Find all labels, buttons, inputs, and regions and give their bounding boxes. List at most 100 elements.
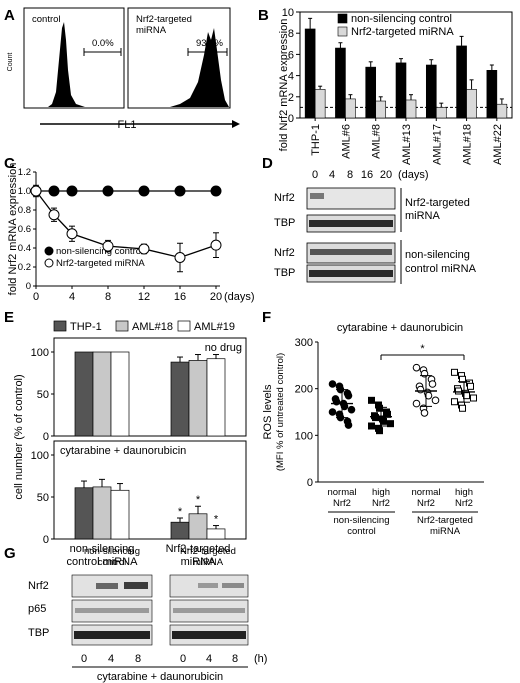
legend-label-e: AML#18: [132, 321, 173, 333]
x-tick-label-f: Nrf2: [333, 498, 351, 509]
blot-band-nrf2-day0: [310, 193, 324, 199]
bar-Nrf2-targeted miRNA: [345, 98, 356, 119]
subplot-label-e: cytarabine + daunorubicin: [60, 445, 186, 457]
blot-label-nrf2-1: Nrf2: [274, 192, 295, 204]
data-point-f: [368, 422, 375, 430]
data-point-f: [372, 414, 379, 422]
legend-swatch-b: [337, 26, 348, 37]
histogram-frame-miRNA: [127, 7, 231, 109]
g-group-control-1: non-silencing: [84, 546, 140, 557]
legend-swatch-e: [177, 320, 191, 332]
data-point-f: [412, 363, 421, 372]
legend-label-b: non-silencing control: [351, 13, 452, 25]
y-tick-label-e: 0: [43, 431, 49, 443]
day-label: 16: [361, 169, 373, 181]
panel-d: D 0 4 8 16 20 (days) Nrf2 TBP Nrf2 TBP Nrf2-…: [262, 155, 477, 284]
bar-AML#18: [92, 351, 112, 437]
g-row-tbp: TBP: [28, 627, 49, 639]
blot-band-tbp-1: [309, 220, 393, 227]
y-tick-label-e: 50: [37, 492, 49, 504]
miRNA-label-1: Nrf2-targeted: [136, 14, 192, 25]
group-label-f: Nrf2-targeted: [417, 515, 473, 526]
group-label-targeted-1: Nrf2-targeted: [405, 197, 470, 209]
data-point-f: [451, 368, 458, 376]
x-tick-label-f: high: [455, 487, 473, 498]
histogram-control: [28, 22, 123, 107]
g-row-p65: p65: [28, 603, 46, 615]
x-tick-label-b: AML#17: [431, 124, 443, 165]
y-axis-label-b: fold Nrf2 mRNA expression: [278, 19, 290, 152]
x-tick-label-b: AML#6: [340, 124, 352, 159]
day-label: 20: [380, 169, 392, 181]
control-label: control: [32, 14, 61, 25]
y-tick-label-b: 0: [288, 113, 294, 125]
y-tick-label-c: 1.0: [18, 186, 31, 197]
bar-non-silencing control: [365, 66, 377, 119]
data-point-c: [66, 185, 78, 197]
y-tick-label-b: 10: [282, 7, 294, 19]
data-point-c: [210, 239, 222, 251]
x-tick-label-b: AML#13: [401, 124, 413, 165]
data-point-f: [424, 391, 433, 400]
blot-label-tbp-1: TBP: [274, 217, 295, 229]
y-tick-label-e: 50: [37, 389, 49, 401]
panel-letter-b: B: [258, 7, 269, 24]
y-tick-label-e: 0: [43, 534, 49, 546]
subplot-frame-e: [53, 440, 247, 540]
bar-non-silencing control: [335, 47, 346, 119]
bar-THP-1: [74, 351, 94, 437]
g-time-label: 8: [135, 653, 141, 665]
g-group-control-2: control: [98, 557, 127, 568]
bar-AML#18: [188, 513, 208, 540]
legend-swatch-e: [53, 320, 67, 332]
y-tick-label-c: 0.2: [18, 262, 31, 273]
g-treatment-label: cytarabine + daunorubicin: [97, 671, 223, 683]
x-tick-label-f: Nrf2: [417, 498, 435, 509]
data-point-f: [470, 394, 477, 402]
group-label-e: control miRNA: [67, 556, 139, 568]
y-tick-label-f: 300: [295, 337, 313, 349]
day-labels: 0 4 8 16 20: [312, 169, 392, 181]
group-label-f: non-silencing: [334, 515, 390, 526]
panel-f: F cytarabine + daunorubicin 0 100 200 300 ROS…: [262, 309, 484, 537]
x-tick-label-f: normal: [327, 487, 356, 498]
data-point-c: [174, 252, 186, 263]
y-tick-label-b: 8: [288, 28, 294, 40]
panel-b: B 0 2 4 6 8 10 THP-1 AML#6 AML#8 AML#13 AML#17 AML#…: [258, 7, 513, 165]
data-point-f: [416, 385, 425, 394]
legend-label-b: Nrf2-targeted miRNA: [351, 26, 454, 38]
bar-AML#18: [188, 360, 208, 437]
bar-Nrf2-targeted miRNA: [466, 89, 477, 119]
data-point-f: [344, 421, 353, 429]
chart-title-f: cytarabine + daunorubicin: [337, 322, 463, 334]
group-label-control-2: control miRNA: [405, 263, 477, 275]
subplot-label-e: no drug: [205, 342, 242, 354]
y-tick-label-c: 0: [26, 281, 31, 292]
y-tick-label-c: 0.8: [18, 205, 31, 216]
histogram-frame-control: [23, 7, 125, 109]
bar-THP-1: [74, 487, 94, 540]
y-tick-label-c: 0.6: [18, 224, 31, 235]
day-label: 8: [347, 169, 353, 181]
significance-star-e: *: [178, 506, 183, 518]
y-tick-label-b: 6: [288, 49, 294, 61]
x-tick-label-f: Nrf2: [372, 498, 390, 509]
legend-label-e: THP-1: [70, 321, 102, 333]
panel-letter-d: D: [262, 155, 273, 172]
gate-pct-control: 0.0%: [92, 38, 114, 49]
bar-non-silencing control: [425, 64, 437, 119]
bar-Nrf2-targeted miRNA: [314, 89, 326, 119]
x-tick-label-c: 12: [138, 291, 150, 303]
x-tick-label-c: 0: [33, 291, 39, 303]
blot-band-tbp-2: [309, 270, 393, 277]
data-point-f: [451, 398, 458, 406]
legend-swatch-b: [337, 13, 348, 24]
g-time-label: 4: [108, 653, 114, 665]
blot-label-nrf2-2: Nrf2: [274, 247, 295, 259]
g-row-nrf2: Nrf2: [28, 580, 49, 592]
y-tick-label-f: 200: [295, 384, 313, 396]
bar-AML#18: [92, 486, 112, 540]
y-tick-label-e: 100: [31, 347, 49, 359]
legend-marker-c: [44, 246, 54, 256]
